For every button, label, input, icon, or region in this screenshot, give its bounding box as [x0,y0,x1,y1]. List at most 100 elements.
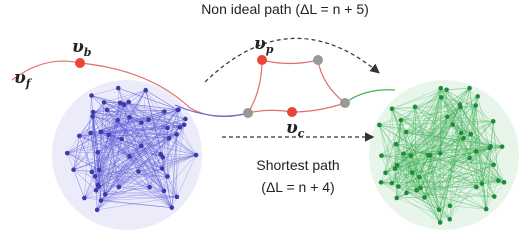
green-link [345,90,395,103]
node-label: υf [14,68,33,90]
cluster-node [183,117,188,122]
cluster-node [410,170,415,175]
cluster-node [458,102,463,107]
cluster-node [474,149,479,154]
cluster-node [394,196,399,201]
cluster-node [175,195,180,200]
cluster-node [491,119,496,124]
cluster-node [97,184,102,189]
cluster-node [438,151,443,156]
title: Non ideal path (ΔL = n + 5) [201,1,369,17]
cluster-node [377,123,382,128]
shortest-label: Shortest path [256,157,339,173]
cluster-node [99,198,104,203]
cluster-node [105,108,110,113]
cluster-node [97,168,102,173]
cluster-node [127,115,132,120]
cluster-node [422,195,427,200]
cluster-node [480,181,485,186]
cluster-node [418,186,423,191]
cluster-node [165,174,170,179]
cluster-node [426,153,431,158]
cluster-node [395,163,400,168]
cluster-node [94,188,99,193]
node-gray [313,55,323,65]
cluster-node [82,196,87,201]
node-p [257,55,267,65]
cluster-node [89,170,94,175]
cluster-node [115,118,120,123]
cluster-node [93,174,98,179]
cluster-node [139,120,144,125]
cluster-node [500,144,505,149]
cluster-node [139,144,144,149]
cluster-node [401,151,406,156]
cluster-node [106,132,111,137]
cluster-node [162,109,167,114]
cluster-node [88,131,93,136]
node-gray [243,108,253,118]
cluster-node [475,94,480,99]
cluster-node [160,166,165,171]
cluster-node [167,136,172,141]
cluster-node [447,217,452,222]
cluster-node [136,169,141,174]
loop-path [248,60,345,113]
cluster-node [438,86,443,91]
cluster-node [502,180,507,185]
cluster-node [496,178,501,183]
cluster-node [126,100,131,105]
cluster-node [102,100,107,105]
cluster-node [71,167,76,172]
cluster-node [103,192,108,197]
cluster-node [127,154,132,159]
arrow-non-ideal [205,38,378,82]
cluster-node [65,151,70,156]
cluster-node [122,102,127,107]
cluster-node [394,142,399,147]
cluster-node [437,207,442,212]
cluster-node [492,194,497,199]
node-label: υc [286,118,305,140]
cluster-node [399,118,404,123]
cluster-node [165,126,170,131]
cluster-node [91,110,96,115]
cluster-node [117,185,122,190]
cluster-node [178,125,183,130]
cluster-node [444,88,449,93]
cluster-node [491,162,496,167]
cluster-node [390,107,395,112]
cluster-node [169,205,174,210]
cluster-node [379,153,384,158]
shortest-delta: (ΔL = n + 4) [261,179,334,195]
cluster-node [379,180,384,185]
cluster-node [445,114,450,119]
cluster-node [182,122,187,127]
green-cluster [369,80,519,230]
cluster-node [488,144,493,149]
cluster-node [409,153,414,158]
node-label: υb [72,37,92,59]
cluster-node [118,101,123,106]
cluster-node [90,114,95,119]
cluster-node [89,93,94,98]
node-gray [340,98,350,108]
cluster-node [390,181,395,186]
cluster-node [467,156,472,161]
cluster-node [194,153,199,158]
cluster-node [450,122,455,127]
cluster-node [484,207,489,212]
cluster-node [461,136,466,141]
cluster-node [146,117,151,122]
cluster-node [174,132,179,137]
cluster-node [383,170,388,175]
cluster-node [467,86,472,91]
cluster-node [448,204,453,209]
cluster-node [404,191,409,196]
cluster-node [176,107,181,112]
node-label: υp [254,34,274,56]
cluster-node [474,185,479,190]
cluster-node [417,175,422,180]
blue-cluster [52,80,202,230]
cluster-node [99,129,104,134]
